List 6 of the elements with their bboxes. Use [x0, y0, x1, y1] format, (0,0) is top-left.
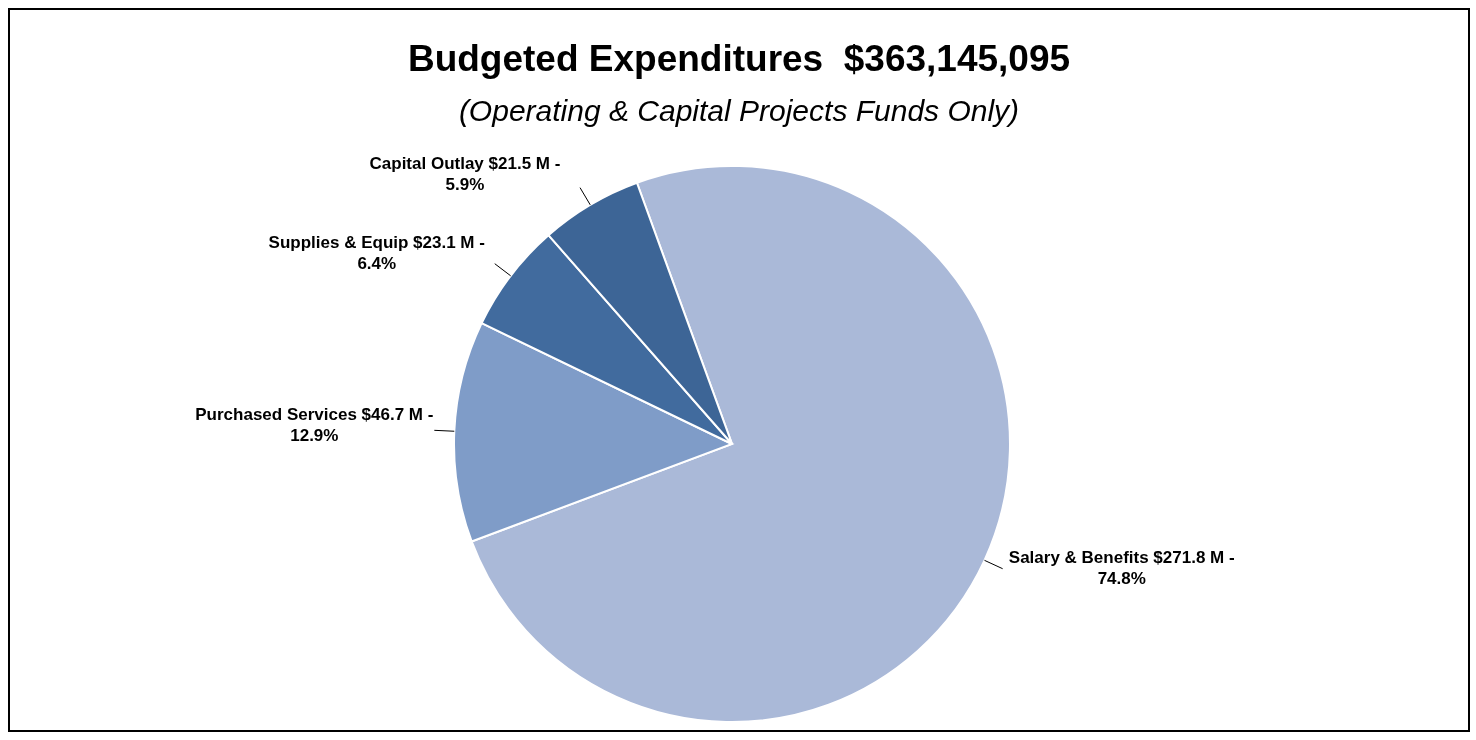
slice-label: Supplies & Equip $23.1 M - 6.4%	[268, 232, 485, 273]
slice-label: Salary & Benefits $271.8 M - 74.8%	[1008, 547, 1235, 588]
chart-title: Budgeted Expenditures $363,145,095	[406, 38, 1072, 80]
chart-subtitle: (Operating & Capital Projects Funds Only)	[457, 94, 1021, 128]
slice-label: Purchased Services $46.7 M - 12.9%	[195, 404, 434, 445]
slice-label: Capital Outlay $21.5 M - 5.9%	[369, 154, 561, 195]
